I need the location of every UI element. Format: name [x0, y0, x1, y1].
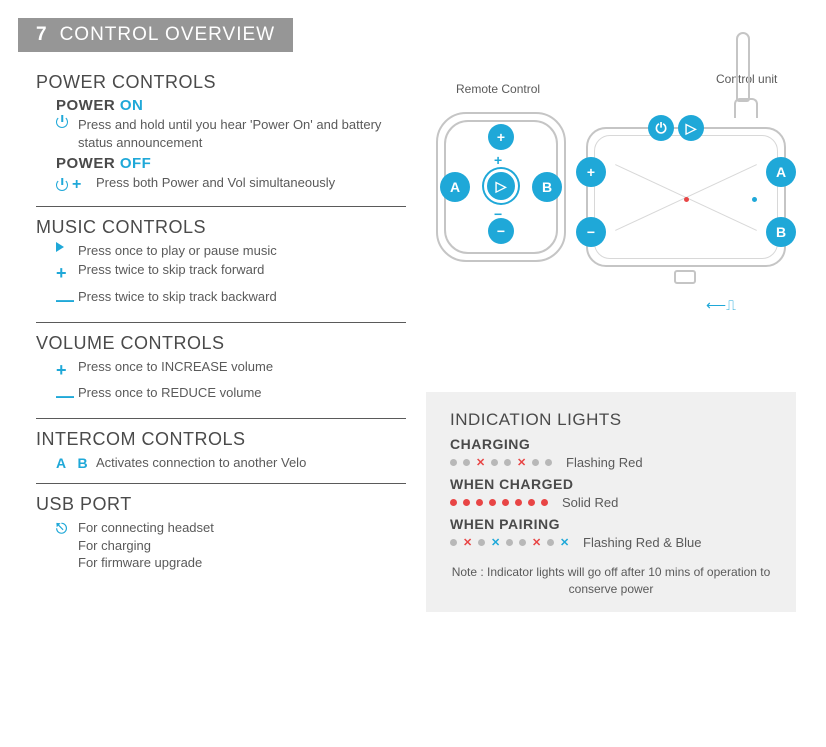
intercom-title: INTERCOM CONTROLS — [36, 429, 416, 450]
charging-pattern: ✕✕Flashing Red — [450, 455, 772, 470]
volume-controls-section: VOLUME CONTROLS + Press once to INCREASE… — [36, 333, 416, 409]
remote-plus-button: + — [488, 124, 514, 150]
control-unit-outline: ⏻ ▷ + − A B — [586, 127, 796, 277]
unit-b-button: B — [766, 217, 796, 247]
minus-label: − — [494, 206, 502, 222]
power-controls-section: POWER CONTROLS POWER ON Press and hold u… — [36, 72, 416, 196]
divider — [36, 418, 406, 419]
plus-icon: + — [56, 261, 78, 285]
remote-label: Remote Control — [456, 82, 540, 96]
music-forward-item: + Press twice to skip track forward — [56, 261, 416, 285]
plus-label: + — [494, 152, 502, 168]
divider — [36, 322, 406, 323]
charged-pattern: Solid Red — [450, 495, 772, 510]
power-on-item: Press and hold until you hear 'Power On'… — [56, 116, 416, 151]
indication-lights-box: INDICATION LIGHTS CHARGING ✕✕Flashing Re… — [426, 392, 796, 612]
power-on-label: POWER ON — [56, 97, 416, 114]
section-title: CONTROL OVERVIEW — [60, 24, 276, 46]
power-on-text: Press and hold until you hear 'Power On'… — [78, 116, 416, 151]
right-column: Remote Control Control unit + ▷ A B − + … — [426, 72, 808, 612]
unit-led-blue — [752, 197, 757, 202]
usb-line2: For charging — [78, 538, 151, 553]
section-number: 7 — [36, 24, 48, 46]
volume-down-item: — Press once to REDUCE volume — [56, 384, 416, 408]
music-title: MUSIC CONTROLS — [36, 217, 416, 238]
music-controls-section: MUSIC CONTROLS Press once to play or pau… — [36, 217, 416, 312]
charged-label: WHEN CHARGED — [450, 476, 772, 492]
unit-plus-button: + — [576, 157, 606, 187]
power-plus-icon: + — [56, 174, 96, 196]
power-off-text: Press both Power and Vol simultaneously — [96, 174, 416, 192]
charging-label: CHARGING — [450, 436, 772, 452]
unit-play-button: ▷ — [678, 115, 704, 141]
usb-line3: For firmware upgrade — [78, 555, 202, 570]
usb-port-outline — [674, 270, 696, 284]
intercom-controls-section: INTERCOM CONTROLS A B Activates connecti… — [36, 429, 416, 473]
power-off-label: POWER OFF — [56, 155, 416, 172]
remote-outline: + ▷ A B − + − — [436, 112, 566, 262]
divider — [36, 483, 406, 484]
divider — [36, 206, 406, 207]
volume-title: VOLUME CONTROLS — [36, 333, 416, 354]
minus-icon: — — [56, 288, 78, 312]
lights-title: INDICATION LIGHTS — [450, 410, 772, 430]
unit-a-button: A — [766, 157, 796, 187]
remote-b-button: B — [532, 172, 562, 202]
usb-title: USB PORT — [36, 494, 416, 515]
usb-line1: For connecting headset — [78, 520, 214, 535]
ab-icon: A B — [56, 454, 96, 473]
pairing-label: WHEN PAIRING — [450, 516, 772, 532]
power-title: POWER CONTROLS — [36, 72, 416, 93]
intercom-item: A B Activates connection to another Velo — [56, 454, 416, 473]
main-content: POWER CONTROLS POWER ON Press and hold u… — [0, 52, 826, 612]
minus-icon: — — [56, 384, 78, 408]
device-diagram: Remote Control Control unit + ▷ A B − + … — [426, 72, 806, 382]
music-backward-item: — Press twice to skip track backward — [56, 288, 416, 312]
pairing-pattern: ✕✕✕✕Flashing Red & Blue — [450, 535, 772, 550]
volume-up-item: + Press once to INCREASE volume — [56, 358, 416, 382]
section-header: 7 CONTROL OVERVIEW — [18, 18, 293, 52]
usb-item: ⎋ For connecting headset For charging Fo… — [56, 519, 416, 572]
left-column: POWER CONTROLS POWER ON Press and hold u… — [36, 72, 416, 612]
usb-icon: ⎋ — [56, 519, 78, 538]
power-icon — [56, 116, 78, 128]
unit-power-button: ⏻ — [648, 115, 674, 141]
power-off-item: + Press both Power and Vol simultaneousl… — [56, 174, 416, 196]
usb-connector-icon: ⟵⎍ — [706, 297, 736, 314]
antenna-outline — [736, 32, 750, 102]
unit-minus-button: − — [576, 217, 606, 247]
unit-led-red — [684, 197, 689, 202]
remote-play-button: ▷ — [484, 169, 518, 203]
lights-note: Note : Indicator lights will go off afte… — [450, 564, 772, 598]
usb-port-section: USB PORT ⎋ For connecting headset For ch… — [36, 494, 416, 572]
remote-a-button: A — [440, 172, 470, 202]
music-play-item: Press once to play or pause music — [56, 242, 416, 260]
plus-icon: + — [56, 358, 78, 382]
play-icon — [56, 242, 78, 252]
